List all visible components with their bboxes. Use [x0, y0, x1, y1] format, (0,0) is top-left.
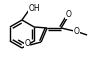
Text: OH: OH: [28, 3, 40, 13]
Text: O: O: [24, 40, 30, 48]
Text: O: O: [74, 26, 80, 36]
Text: O: O: [66, 9, 72, 18]
